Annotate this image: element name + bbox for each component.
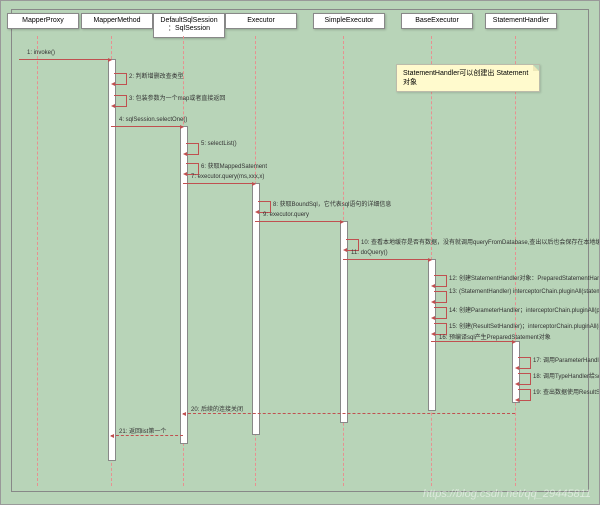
msg-5-label: 5: selectList() — [201, 141, 237, 147]
msg-2-loop — [114, 73, 127, 85]
msg-19-label: 19: 查出数据使用ResultSetHandler处理结果；使用TypeHan… — [533, 387, 600, 396]
msg-4-label: 4: sqlSession.selectOne() — [119, 117, 187, 123]
msg-1-line — [19, 59, 111, 60]
msg-19-loop — [518, 389, 531, 401]
msg-11-label: 11: doQuery() — [351, 250, 388, 256]
msg-3-loop — [114, 95, 127, 107]
msg-1-label: 1: invoke() — [27, 50, 55, 56]
msg-13-label: 13: (StatementHandler) interceptorChain.… — [449, 289, 600, 295]
msg-20-label: 20: 后续的连接关闭 — [191, 404, 243, 413]
msg-14-loop — [434, 307, 447, 319]
msg-8-label: 8: 获取BoundSql，它代表sql语句的详细信息 — [273, 199, 391, 208]
participant-p6: StatementHandler — [485, 13, 557, 29]
participant-p1: MapperMethod — [81, 13, 153, 29]
sequence-diagram: MapperProxyMapperMethodDefaultSqlSession… — [0, 0, 600, 505]
participant-p0: MapperProxy — [7, 13, 79, 29]
msg-12-loop — [434, 275, 447, 287]
msg-10-label: 10: 查看本地缓存是否有数据，没有就调用queryFromDatabase,查… — [361, 237, 600, 246]
msg-9-label: 9: executor.query — [263, 212, 309, 218]
msg-15-label: 15: 创建(ResultSetHandler)；interceptorChai… — [449, 321, 600, 330]
msg-7-line — [183, 183, 255, 184]
participant-p3: Executor — [225, 13, 297, 29]
lifeline-p6 — [515, 36, 516, 486]
msg-12-label: 12: 创建StatementHandler对象：PreparedStateme… — [449, 273, 600, 282]
watermark: https://blog.csdn.net/qq_29445811 — [423, 488, 591, 500]
msg-16-line — [431, 341, 515, 342]
msg-2-label: 2: 判断增删改查类型 — [129, 71, 184, 80]
msg-4-line — [111, 126, 183, 127]
msg-17-label: 17: 调用ParameterHandler设置参数 — [533, 355, 600, 364]
msg-6-label: 6: 获取MappedSatement — [201, 161, 267, 170]
note-statement-handler: StatementHandler可以创建出 Statement对象 — [396, 64, 540, 92]
msg-3-label: 3: 包装参数为一个map或者直接返回 — [129, 93, 225, 102]
participant-p2: DefaultSqlSession ：SqlSession — [153, 13, 225, 38]
participant-p5: BaseExecutor — [401, 13, 473, 29]
msg-11-line — [343, 259, 431, 260]
msg-18-loop — [518, 373, 531, 385]
msg-21-line — [111, 435, 183, 436]
msg-13-loop — [434, 291, 447, 303]
msg-7-label: 7: executor.query(ms,xxx,x) — [191, 174, 264, 180]
msg-9-line — [255, 221, 343, 222]
activation-0 — [108, 59, 116, 461]
lifeline-p0 — [37, 36, 38, 486]
participant-p4: SimpleExecutor — [313, 13, 385, 29]
msg-21-label: 21: 返回list第一个 — [119, 426, 166, 435]
msg-14-label: 14: 创建ParameterHandler；interceptorChain.… — [449, 305, 600, 314]
msg-18-label: 18: 调用TypeHandler给sql预编译设置参数 — [533, 371, 600, 380]
msg-16-label: 16: 预编译sql产生PreparedStatement对象 — [439, 332, 551, 341]
msg-17-loop — [518, 357, 531, 369]
msg-20-line — [183, 413, 515, 414]
msg-5-loop — [186, 143, 199, 155]
